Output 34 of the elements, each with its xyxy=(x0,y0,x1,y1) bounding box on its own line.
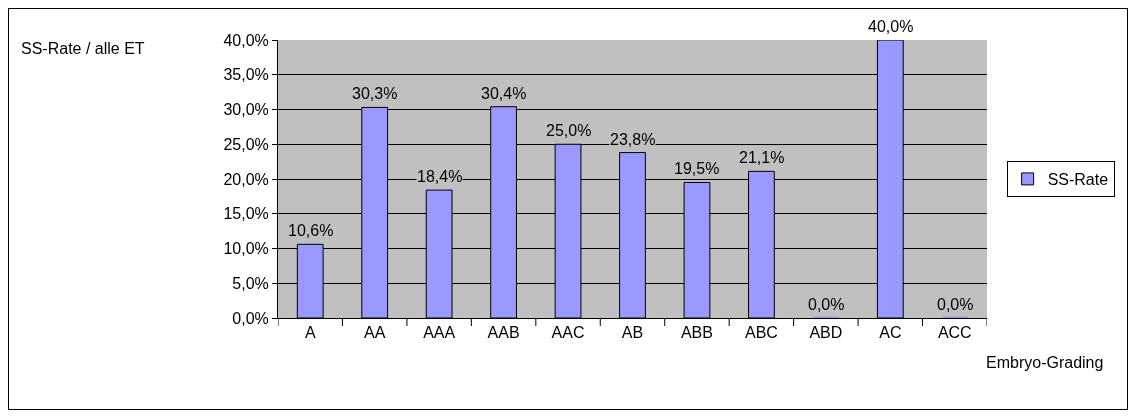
x-tick-label: AA xyxy=(364,324,386,342)
y-axis-title: SS-Rate / alle ET xyxy=(21,40,145,57)
y-tick-label: 35,0% xyxy=(223,66,269,84)
x-tick-label: AAC xyxy=(551,324,585,342)
data-label: 30,4% xyxy=(481,85,527,102)
x-tick-label: ABB xyxy=(680,324,713,342)
data-label: 23,8% xyxy=(610,131,656,148)
x-tick-label: ACC xyxy=(937,324,972,342)
x-tick-label: AB xyxy=(621,324,644,342)
y-tick-label: 10,0% xyxy=(223,240,269,258)
x-tick-label: ABC xyxy=(744,324,778,342)
data-label: 21,1% xyxy=(739,149,785,166)
data-label: 18,4% xyxy=(417,168,463,185)
data-label: 0,0% xyxy=(937,296,974,313)
y-tick-label: 15,0% xyxy=(223,205,269,223)
data-label: 10,6% xyxy=(288,222,334,239)
data-label: 0,0% xyxy=(808,296,845,313)
y-tick-label: 0,0% xyxy=(232,309,269,327)
x-tick-label: AAB xyxy=(487,324,520,342)
y-tick-label: 20,0% xyxy=(223,170,269,188)
y-tick-label: 40,0% xyxy=(223,31,269,49)
y-tick-label: 5,0% xyxy=(232,274,269,292)
data-label: 40,0% xyxy=(868,18,914,35)
legend-label: SS-Rate xyxy=(1047,171,1109,189)
x-axis-title: Embryo-Grading xyxy=(986,354,1104,371)
y-tick-label: 25,0% xyxy=(223,135,269,153)
data-label: 25,0% xyxy=(546,122,592,139)
y-tick-label: 30,0% xyxy=(223,101,269,119)
x-tick-label: AC xyxy=(879,324,902,342)
x-tick-label: A xyxy=(304,324,316,342)
x-tick-label: AAA xyxy=(423,324,456,342)
x-tick-label: ABD xyxy=(809,324,843,342)
data-label: 19,5% xyxy=(674,160,720,177)
data-label: 30,3% xyxy=(352,85,398,102)
